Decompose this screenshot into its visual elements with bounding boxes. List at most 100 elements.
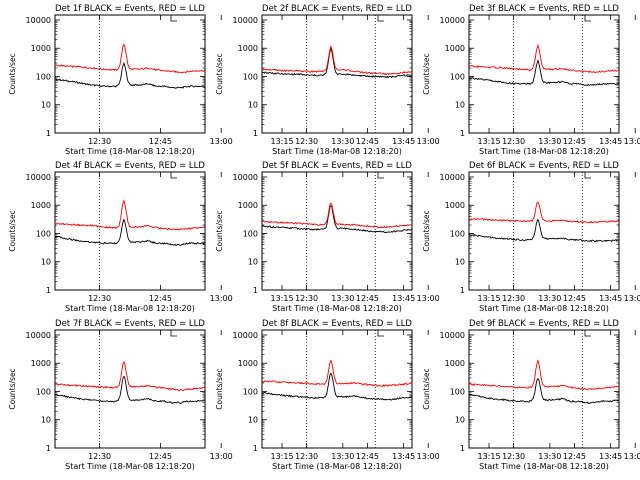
y-axis-label: Counts/sec	[215, 210, 224, 251]
detector-panel-4: Det 4f BLACK = Events, RED = LLD 1 10 100 10…	[8, 161, 415, 313]
series-line-events	[54, 218, 206, 246]
x-tick-label: 13:15	[477, 452, 500, 461]
y-tick-label: 1	[460, 129, 465, 138]
plot-frame	[54, 329, 206, 449]
corner-marker	[584, 172, 591, 179]
y-axis-label: Counts/sec	[215, 368, 224, 409]
y-axis-label: Counts/sec	[422, 368, 431, 409]
y-tick-label: 1	[46, 286, 51, 295]
series-line-events	[54, 375, 206, 404]
y-tick-label: 10000	[26, 173, 51, 182]
x-tick-label: 13:15	[270, 137, 293, 146]
series-line-events	[468, 378, 620, 405]
x-tick-label: 13:15	[270, 452, 293, 461]
detector-panel-6: Det 6f BLACK = Events, RED = LLD 1 10 100 10…	[422, 161, 640, 313]
panel-title: Det 9f BLACK = Events, RED = LLD	[469, 319, 619, 329]
x-axis-label: Start Time (18-Mar-08 12:18:20)	[65, 147, 195, 156]
series-line-lld	[54, 43, 206, 74]
x-tick-label: 12:45	[563, 137, 586, 146]
y-tick-label: 10000	[233, 16, 258, 25]
y-axis-label: Counts/sec	[422, 210, 431, 251]
x-tick-label: 13:30	[331, 137, 354, 146]
x-tick-label: 13:15	[477, 294, 500, 303]
series-line-events	[469, 58, 620, 87]
x-tick-label: 12:30	[88, 452, 111, 461]
y-tick-label: 10	[248, 416, 258, 425]
x-tick-label: 12:30	[502, 294, 525, 303]
y-tick-label: 10000	[440, 173, 465, 182]
y-tick-label: 10	[248, 101, 258, 110]
panel-title: Det 7f BLACK = Events, RED = LLD	[55, 319, 205, 329]
y-tick-label: 10	[41, 101, 51, 110]
x-axis-label: Start Time (18-Mar-08 12:18:20)	[479, 304, 609, 313]
detector-panel-1: Det 1f BLACK = Events, RED = LLD 1 10 100 10…	[8, 4, 415, 156]
x-axis-label: Start Time (18-Mar-08 12:18:20)	[272, 147, 402, 156]
series-line-lld	[261, 44, 413, 76]
x-tick-label: 12:45	[356, 452, 379, 461]
x-tick-label: 12:30	[88, 137, 111, 146]
y-tick-label: 100	[243, 387, 258, 396]
x-tick-label: 13:00	[210, 294, 233, 303]
series-line-events	[261, 205, 413, 234]
corner-marker	[584, 15, 591, 22]
x-tick-label: 13:30	[331, 294, 354, 303]
plot-frame	[261, 14, 413, 134]
x-tick-label: 13:30	[331, 452, 354, 461]
y-tick-label: 1000	[31, 44, 51, 53]
y-tick-label: 100	[36, 229, 51, 238]
panel-title: Det 1f BLACK = Events, RED = LLD	[55, 4, 205, 14]
panel-title: Det 6f BLACK = Events, RED = LLD	[469, 161, 619, 171]
detector-panel-8: Det 8f BLACK = Events, RED = LLD 1 10 100 10…	[215, 319, 622, 471]
y-tick-label: 10	[455, 101, 465, 110]
x-axis-label: Start Time (18-Mar-08 12:18:20)	[479, 147, 609, 156]
x-tick-label: 13:00	[417, 294, 440, 303]
x-tick-label: 12:30	[295, 294, 318, 303]
x-tick-label: 13:30	[538, 294, 561, 303]
series-line-lld	[54, 361, 206, 392]
x-tick-label: 13:30	[538, 137, 561, 146]
x-tick-label: 13:45	[392, 294, 415, 303]
x-tick-label: 12:45	[149, 294, 172, 303]
x-tick-label: 13:15	[270, 294, 293, 303]
x-tick-label: 13:00	[624, 137, 640, 146]
x-tick-label: 12:30	[295, 137, 318, 146]
x-tick-label: 13:00	[417, 137, 440, 146]
corner-marker	[170, 172, 177, 179]
series-line-events	[261, 47, 413, 79]
y-axis-label: Counts/sec	[8, 210, 17, 251]
x-tick-label: 12:45	[356, 137, 379, 146]
y-tick-label: 10000	[26, 16, 51, 25]
plot-frame	[261, 329, 413, 449]
detector-panel-7: Det 7f BLACK = Events, RED = LLD 1 10 100 10…	[8, 319, 415, 471]
y-tick-label: 1	[460, 286, 465, 295]
detector-panel-2: Det 2f BLACK = Events, RED = LLD 1 10 100 10…	[215, 4, 622, 156]
y-tick-label: 1000	[31, 201, 51, 210]
y-tick-label: 100	[450, 72, 465, 81]
corner-marker	[584, 330, 591, 337]
corner-marker	[170, 15, 177, 22]
series-line-events	[469, 218, 620, 243]
x-axis-label: Start Time (18-Mar-08 12:18:20)	[272, 304, 402, 313]
y-tick-label: 100	[450, 387, 465, 396]
corner-marker	[377, 172, 384, 179]
x-tick-label: 13:45	[599, 452, 622, 461]
y-axis-label: Counts/sec	[8, 53, 17, 94]
y-tick-label: 100	[36, 72, 51, 81]
y-tick-label: 1	[253, 286, 258, 295]
plot-frame	[468, 329, 620, 449]
panel-title: Det 4f BLACK = Events, RED = LLD	[55, 161, 205, 171]
y-tick-label: 1000	[445, 44, 465, 53]
y-axis-label: Counts/sec	[215, 53, 224, 94]
detector-panel-5: Det 5f BLACK = Events, RED = LLD 1 10 100 10…	[215, 161, 622, 313]
y-axis-label: Counts/sec	[8, 368, 17, 409]
corner-marker	[377, 15, 384, 22]
panel-title: Det 5f BLACK = Events, RED = LLD	[262, 161, 412, 171]
y-tick-label: 1	[46, 129, 51, 138]
x-tick-label: 13:30	[538, 452, 561, 461]
y-tick-label: 10000	[233, 173, 258, 182]
x-axis-label: Start Time (18-Mar-08 12:18:20)	[65, 462, 195, 471]
x-tick-label: 13:45	[392, 452, 415, 461]
plot-frame	[261, 171, 413, 291]
x-tick-label: 13:00	[210, 137, 233, 146]
